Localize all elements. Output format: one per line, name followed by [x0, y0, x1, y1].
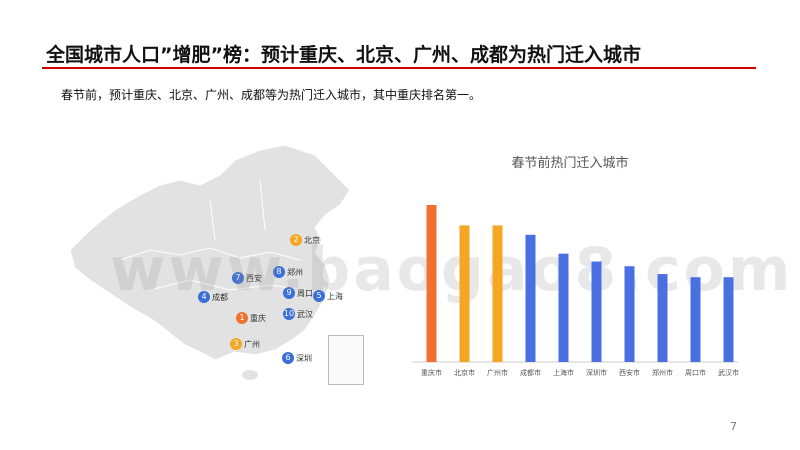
x-tick-label: 周口市: [685, 368, 706, 377]
marker-city-label: 北京: [304, 235, 320, 245]
map-marker-1: 1 重庆: [236, 312, 266, 324]
marker-rank: 3: [230, 338, 242, 350]
marker-rank: 5: [313, 290, 325, 302]
map-marker-7: 7 西安: [232, 272, 262, 284]
marker-city-label: 广州: [244, 339, 260, 349]
bar-北京市: [459, 225, 470, 362]
chart-title: 春节前热门迁入城市: [511, 156, 629, 171]
map-marker-4: 4 成都: [198, 291, 228, 303]
marker-rank: 9: [283, 287, 295, 299]
bar-chart: 重庆市 北京市 广州市 成都市 上海市 深圳市 西安市 郑州市 周口市 武汉市: [412, 205, 739, 377]
south-china-sea-inset: [328, 335, 364, 385]
bar-武汉市: [723, 277, 734, 362]
x-tick-label: 西安市: [619, 368, 640, 377]
page-number: 7: [730, 420, 737, 433]
bar-深圳市: [591, 261, 602, 362]
marker-city-label: 深圳: [296, 353, 312, 363]
map-marker-5: 5 上海: [313, 290, 343, 302]
x-tick-label: 武汉市: [718, 368, 739, 377]
x-tick-label: 广州市: [487, 368, 508, 377]
x-tick-label: 郑州市: [652, 368, 673, 377]
marker-city-label: 郑州: [287, 267, 303, 277]
marker-rank: 1: [236, 312, 248, 324]
marker-city-label: 成都: [212, 292, 228, 302]
marker-rank: 7: [232, 272, 244, 284]
x-tick-label: 深圳市: [586, 368, 607, 377]
map-marker-10: 10 武汉: [283, 308, 313, 320]
bar-西安市: [624, 266, 635, 362]
bar-郑州市: [657, 274, 668, 362]
title-divider: [42, 67, 756, 69]
map-marker-3: 3 广州: [230, 338, 260, 350]
x-tick-label: 上海市: [553, 368, 574, 377]
bar-重庆市: [426, 205, 437, 362]
china-map-shape: [69, 144, 351, 380]
bar-成都市: [525, 234, 536, 362]
china-map: [60, 140, 380, 390]
map-marker-8: 8 郑州: [273, 266, 303, 278]
bar-上海市: [558, 253, 569, 362]
bar-周口市: [690, 277, 701, 362]
marker-rank: 6: [282, 352, 294, 364]
marker-rank: 2: [290, 234, 302, 246]
x-tick-label: 北京市: [454, 368, 475, 377]
marker-city-label: 武汉: [297, 309, 313, 319]
x-tick-label: 成都市: [520, 368, 541, 377]
slide-subtitle: 春节前，预计重庆、北京、广州、成都等为热门迁入城市，其中重庆排名第一。: [61, 88, 482, 102]
marker-rank: 4: [198, 291, 210, 303]
map-marker-9: 9 周口: [283, 287, 313, 299]
watermark: www.baogao8.com: [110, 235, 794, 305]
marker-city-label: 西安: [246, 273, 262, 283]
marker-rank: 10: [283, 308, 295, 320]
marker-city-label: 上海: [327, 291, 343, 301]
slide-title: 全国城市人口”增肥”榜：预计重庆、北京、广州、成都为热门迁入城市: [46, 44, 641, 66]
bar-广州市: [492, 225, 503, 362]
map-marker-6: 6 深圳: [282, 352, 312, 364]
marker-city-label: 周口: [297, 288, 313, 298]
map-marker-2: 2 北京: [290, 234, 320, 246]
x-tick-label: 重庆市: [421, 368, 442, 377]
marker-city-label: 重庆: [250, 313, 266, 323]
marker-rank: 8: [273, 266, 285, 278]
